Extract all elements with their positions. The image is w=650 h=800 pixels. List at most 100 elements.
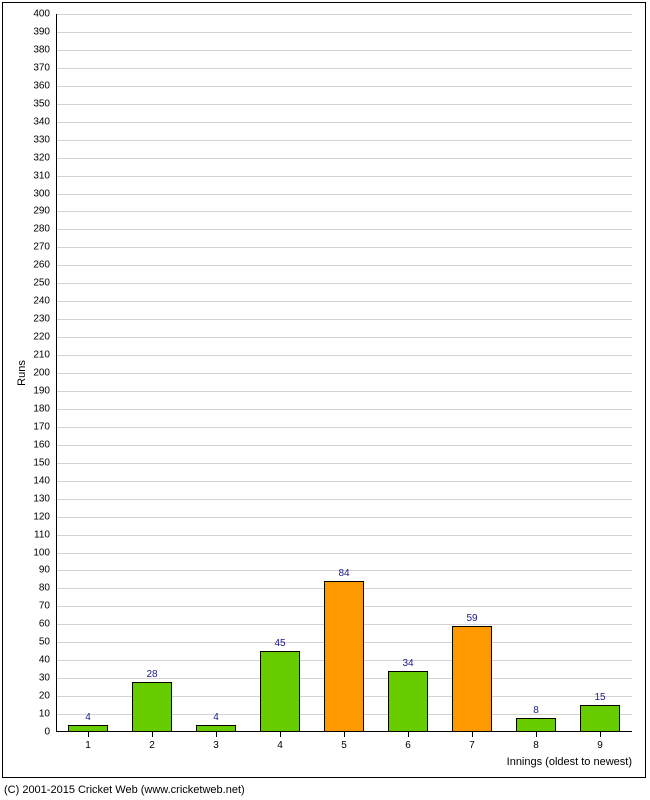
y-tick-label: 190 xyxy=(33,385,50,396)
y-tick-label: 290 xyxy=(33,206,50,217)
y-tick-label: 140 xyxy=(33,475,50,486)
bar xyxy=(68,725,108,732)
y-tick-label: 320 xyxy=(33,152,50,163)
bar xyxy=(516,718,556,732)
gridline xyxy=(56,50,632,51)
x-tick-mark xyxy=(344,732,345,737)
x-tick-label: 8 xyxy=(533,740,539,751)
bar-value-label: 34 xyxy=(402,658,413,671)
gridline xyxy=(56,481,632,482)
x-tick-label: 4 xyxy=(277,740,283,751)
x-tick-label: 6 xyxy=(405,740,411,751)
chart-container: 0102030405060708090100110120130140150160… xyxy=(0,0,650,800)
bar xyxy=(324,581,364,732)
y-tick-label: 270 xyxy=(33,242,50,253)
gridline xyxy=(56,373,632,374)
x-tick-label: 7 xyxy=(469,740,475,751)
x-tick-label: 9 xyxy=(597,740,603,751)
y-tick-label: 80 xyxy=(39,583,50,594)
y-tick-label: 110 xyxy=(34,529,50,540)
bar-value-label: 4 xyxy=(213,712,219,725)
y-tick-label: 380 xyxy=(33,44,50,55)
gridline xyxy=(56,68,632,69)
bar-value-label: 28 xyxy=(146,669,157,682)
y-tick-label: 330 xyxy=(33,134,50,145)
bar-value-label: 4 xyxy=(85,712,91,725)
gridline xyxy=(56,247,632,248)
bar-value-label: 8 xyxy=(533,705,539,718)
y-tick-label: 60 xyxy=(39,619,50,630)
y-tick-label: 20 xyxy=(39,691,50,702)
x-tick-label: 1 xyxy=(85,740,91,751)
bar xyxy=(132,682,172,732)
y-tick-label: 30 xyxy=(39,673,50,684)
x-tick-label: 2 xyxy=(149,740,155,751)
bar xyxy=(388,671,428,732)
y-tick-label: 160 xyxy=(33,439,50,450)
x-tick-mark xyxy=(536,732,537,737)
y-tick-label: 120 xyxy=(33,511,50,522)
gridline xyxy=(56,499,632,500)
gridline xyxy=(56,409,632,410)
gridline xyxy=(56,355,632,356)
gridline xyxy=(56,229,632,230)
bar xyxy=(196,725,236,732)
x-tick-mark xyxy=(280,732,281,737)
gridline xyxy=(56,86,632,87)
y-tick-label: 370 xyxy=(33,62,50,73)
gridline xyxy=(56,283,632,284)
y-tick-label: 200 xyxy=(33,368,50,379)
y-tick-label: 70 xyxy=(39,601,50,612)
y-tick-label: 180 xyxy=(33,403,50,414)
y-tick-label: 300 xyxy=(33,188,50,199)
gridline xyxy=(56,140,632,141)
gridline xyxy=(56,14,632,15)
y-tick-label: 390 xyxy=(33,26,50,37)
y-tick-label: 260 xyxy=(33,260,50,271)
y-tick-label: 220 xyxy=(33,332,50,343)
bar xyxy=(260,651,300,732)
gridline xyxy=(56,104,632,105)
x-tick-mark xyxy=(216,732,217,737)
x-tick-label: 3 xyxy=(213,740,219,751)
y-tick-label: 10 xyxy=(39,709,50,720)
y-tick-label: 210 xyxy=(33,350,50,361)
y-tick-label: 310 xyxy=(33,170,50,181)
gridline xyxy=(56,391,632,392)
gridline xyxy=(56,194,632,195)
y-tick-label: 240 xyxy=(33,296,50,307)
bar-value-label: 45 xyxy=(274,638,285,651)
gridline xyxy=(56,32,632,33)
y-tick-label: 0 xyxy=(44,727,50,738)
x-tick-mark xyxy=(88,732,89,737)
x-tick-mark xyxy=(600,732,601,737)
y-tick-label: 280 xyxy=(33,224,50,235)
gridline xyxy=(56,301,632,302)
plot-area: 0102030405060708090100110120130140150160… xyxy=(56,14,632,732)
gridline xyxy=(56,463,632,464)
footer-text: (C) 2001-2015 Cricket Web (www.cricketwe… xyxy=(4,784,245,796)
bar xyxy=(452,626,492,732)
gridline xyxy=(56,427,632,428)
gridline xyxy=(56,176,632,177)
y-tick-label: 50 xyxy=(39,637,50,648)
y-tick-label: 340 xyxy=(33,116,50,127)
bar xyxy=(580,705,620,732)
y-tick-label: 100 xyxy=(33,547,50,558)
x-axis-title: Innings (oldest to newest) xyxy=(507,756,632,768)
y-tick-label: 360 xyxy=(33,80,50,91)
bar-value-label: 84 xyxy=(338,568,349,581)
gridline xyxy=(56,445,632,446)
bar-value-label: 59 xyxy=(466,613,477,626)
y-tick-label: 250 xyxy=(33,278,50,289)
x-tick-label: 5 xyxy=(341,740,347,751)
y-tick-label: 130 xyxy=(33,493,50,504)
x-tick-mark xyxy=(408,732,409,737)
gridline xyxy=(56,535,632,536)
gridline xyxy=(56,553,632,554)
x-tick-mark xyxy=(152,732,153,737)
gridline xyxy=(56,211,632,212)
y-axis-line xyxy=(56,14,57,732)
y-tick-label: 40 xyxy=(39,655,50,666)
y-tick-label: 400 xyxy=(33,9,50,20)
